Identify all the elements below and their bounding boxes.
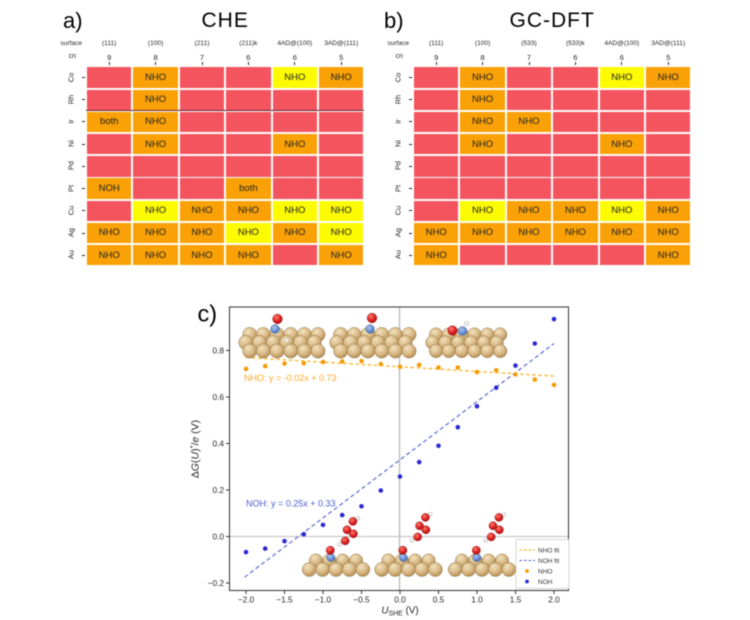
svg-text:0.0: 0.0 bbox=[212, 531, 224, 541]
svg-text:2.0: 2.0 bbox=[548, 595, 560, 605]
svg-text:−0.5: −0.5 bbox=[353, 595, 370, 605]
svg-text:NHO fit: NHO fit bbox=[538, 547, 560, 554]
svg-text:NOH: y = 0.25x + 0.33: NOH: y = 0.25x + 0.33 bbox=[246, 499, 336, 509]
svg-text:0.5: 0.5 bbox=[433, 595, 445, 605]
svg-text:0.2: 0.2 bbox=[212, 485, 224, 495]
svg-text:USHE (V): USHE (V) bbox=[381, 606, 418, 618]
svg-text:−1.5: −1.5 bbox=[276, 595, 293, 605]
svg-text:c): c) bbox=[198, 301, 218, 327]
svg-text:0.4: 0.4 bbox=[212, 438, 224, 448]
svg-text:−0.2: −0.2 bbox=[208, 578, 225, 588]
svg-text:0.6: 0.6 bbox=[212, 392, 224, 402]
svg-text:1.0: 1.0 bbox=[471, 595, 483, 605]
svg-text:NOH: NOH bbox=[538, 579, 553, 586]
svg-text:ΔG(U)*/e (V): ΔG(U)*/e (V) bbox=[188, 420, 202, 478]
svg-text:0.8: 0.8 bbox=[212, 345, 224, 355]
svg-text:NOH fit: NOH fit bbox=[538, 558, 560, 565]
svg-text:NHO: y = -0.02x + 0.73: NHO: y = -0.02x + 0.73 bbox=[244, 373, 337, 383]
svg-text:−2.0: −2.0 bbox=[238, 595, 255, 605]
svg-text:1.5: 1.5 bbox=[510, 595, 522, 605]
svg-text:0.0: 0.0 bbox=[394, 595, 406, 605]
svg-text:NHO: NHO bbox=[538, 568, 552, 575]
svg-text:−1.0: −1.0 bbox=[315, 595, 332, 605]
